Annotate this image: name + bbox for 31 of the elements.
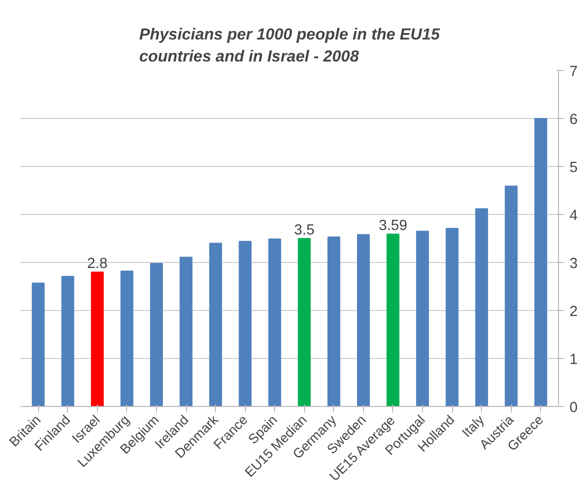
y-tick-label: 5 <box>570 160 578 176</box>
y-tick-label: 4 <box>570 208 578 224</box>
bar <box>150 262 163 406</box>
bar <box>534 118 548 406</box>
bar <box>32 282 45 406</box>
data-label: 3.5 <box>294 222 314 238</box>
bar <box>90 272 104 406</box>
x-tick-label: Italy <box>459 412 488 440</box>
y-tick-label: 6 <box>570 112 578 128</box>
chart-title: Physicians per 1000 people in the EU15 countries and in Israel - 2008 <box>139 26 441 66</box>
bar <box>180 256 192 406</box>
bar <box>298 238 311 406</box>
bar <box>386 234 400 406</box>
y-tick-label: 3 <box>570 256 578 272</box>
y-tick-label: 1 <box>570 352 578 368</box>
y-tick-label: 2 <box>570 304 578 320</box>
data-label: 3.59 <box>378 218 408 234</box>
bar <box>209 242 222 406</box>
bar <box>61 276 74 406</box>
bar <box>120 270 134 406</box>
bar <box>446 228 458 406</box>
data-label: 2.8 <box>87 256 108 272</box>
bar <box>504 186 518 406</box>
bar <box>475 208 488 406</box>
bar <box>356 234 370 406</box>
bar <box>416 230 429 406</box>
y-tick-label: 7 <box>570 64 578 80</box>
y-tick-label: 0 <box>570 400 578 416</box>
bar <box>327 236 340 406</box>
bar <box>238 240 252 406</box>
bar <box>268 238 282 406</box>
